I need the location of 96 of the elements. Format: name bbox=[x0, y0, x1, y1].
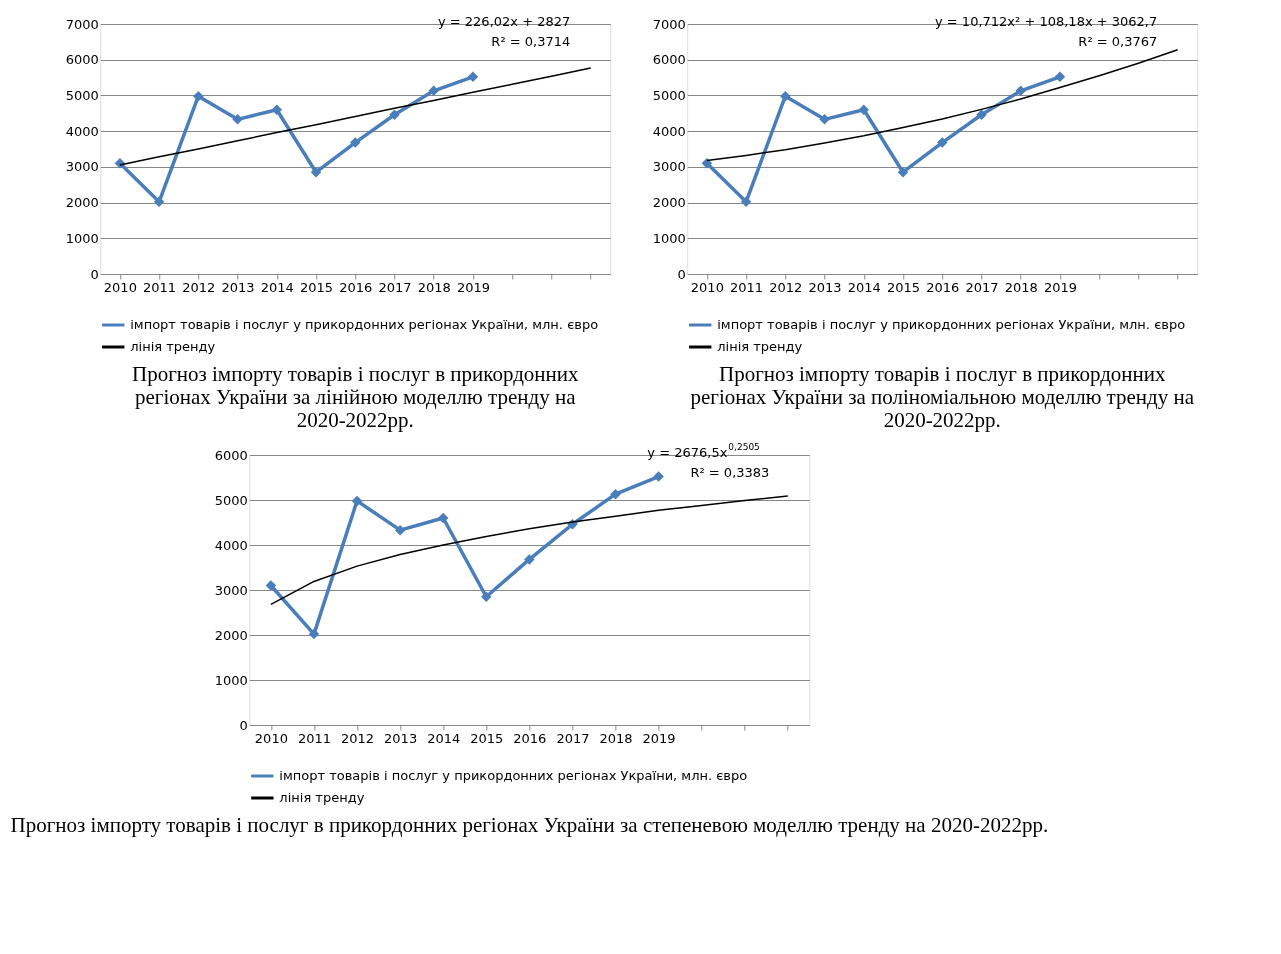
x-tick-label: 2011 bbox=[730, 279, 764, 295]
x-tick-label: 2015 bbox=[470, 730, 504, 746]
x-tick-label: 2013 bbox=[221, 279, 255, 295]
x-tick-label: 2019 bbox=[1043, 279, 1077, 295]
point bbox=[389, 109, 400, 120]
point bbox=[976, 109, 987, 120]
text: Прогноз імпорту товарів і послуг в прикордонних регіонах України за лінійною моделлю тренду на 2020-2022рр. bbox=[131, 362, 580, 432]
point bbox=[780, 90, 791, 102]
point bbox=[428, 85, 439, 97]
annotation: y = 10,712x² + 108,18x + 3062,7 bbox=[935, 14, 1158, 29]
y-tick-label: 0 bbox=[90, 266, 99, 282]
x-tick-label: 2010 bbox=[690, 279, 724, 295]
x-tick-label: 2012 bbox=[341, 730, 375, 746]
point bbox=[481, 591, 492, 602]
text: Прогноз імпорту товарів і послуг в прикордонних регіонах України за поліноміальною моделлю тренду на 2020-2022рр. bbox=[690, 362, 1195, 432]
point bbox=[524, 554, 535, 565]
point bbox=[350, 137, 361, 148]
annotation: R² = 0,3767 bbox=[1078, 34, 1158, 49]
x-tick-label: 2015 bbox=[886, 279, 921, 295]
y-tick-label: 2000 bbox=[214, 627, 248, 643]
x-tick-label: 2017 bbox=[378, 279, 412, 295]
x-tick-label: 2014 bbox=[427, 730, 461, 746]
legend-label: лінія тренду bbox=[717, 339, 803, 354]
x-tick-label: 2010 bbox=[103, 279, 137, 295]
text: Прогноз імпорту товарів і послуг в прикордонних регіонах України за степеневою моделлю тренду на 2020-2022рр. bbox=[10, 813, 1049, 837]
point bbox=[701, 158, 713, 169]
point bbox=[467, 71, 479, 83]
point bbox=[1015, 85, 1026, 97]
point bbox=[351, 495, 363, 507]
x-tick-label: 2013 bbox=[384, 730, 418, 746]
x-tick-label: 2017 bbox=[556, 730, 590, 746]
point bbox=[897, 166, 909, 178]
x-tick-label: 2014 bbox=[260, 279, 294, 295]
y-tick-label: 7000 bbox=[65, 16, 99, 32]
y-tick-label: 1000 bbox=[65, 230, 99, 246]
y-tick-label: 7000 bbox=[652, 16, 686, 32]
y-tick-label: 2000 bbox=[65, 195, 99, 211]
y-tick-label: 4000 bbox=[65, 123, 99, 139]
x-tick-label: 2019 bbox=[642, 730, 676, 746]
point bbox=[437, 512, 449, 524]
x-tick-label: 2011 bbox=[297, 730, 332, 746]
x-tick-label: 2015 bbox=[299, 279, 334, 295]
x-tick-label: 2019 bbox=[456, 279, 490, 295]
annotation: y = 226,02x + 2827 bbox=[437, 14, 571, 29]
x-tick-label: 2018 bbox=[1004, 279, 1038, 295]
point bbox=[1054, 71, 1066, 83]
y-tick-label: 3000 bbox=[65, 159, 99, 175]
point bbox=[394, 524, 406, 536]
point bbox=[271, 104, 283, 115]
point bbox=[937, 137, 948, 148]
y-tick-label: 2000 bbox=[652, 195, 686, 211]
legend-label: імпорт товарів і послуг у прикордонних регіонах України, млн. євро bbox=[279, 768, 748, 783]
point bbox=[308, 628, 320, 640]
point bbox=[265, 580, 277, 591]
x-tick-label: 2016 bbox=[339, 279, 373, 295]
y-tick-label: 3000 bbox=[652, 159, 686, 175]
point bbox=[153, 196, 165, 208]
point bbox=[740, 196, 752, 208]
y-tick-label: 6000 bbox=[652, 52, 686, 68]
y-tick-label: 1000 bbox=[652, 230, 686, 246]
y-tick-label: 5000 bbox=[65, 87, 99, 103]
point bbox=[819, 114, 830, 125]
legend-label: імпорт товарів і послуг у прикордонних регіонах України, млн. євро bbox=[717, 317, 1186, 332]
y-tick-label: 0 bbox=[677, 266, 686, 282]
y-tick-label: 1000 bbox=[214, 672, 248, 688]
x-tick-label: 2014 bbox=[847, 279, 881, 295]
legend-label: лінія тренду bbox=[279, 790, 365, 805]
y-tick-label: 0 bbox=[239, 717, 248, 733]
x-tick-label: 2018 bbox=[599, 730, 633, 746]
x-tick-label: 2016 bbox=[926, 279, 960, 295]
y-tick-label: 6000 bbox=[214, 447, 248, 463]
x-tick-label: 2013 bbox=[808, 279, 842, 295]
point bbox=[653, 471, 664, 482]
point bbox=[232, 114, 243, 125]
y-tick-label: 5000 bbox=[214, 492, 248, 508]
legend-label: лінія тренду bbox=[130, 339, 216, 354]
y-tick-label: 5000 bbox=[652, 87, 686, 103]
point bbox=[858, 104, 870, 115]
y-tick-label: 3000 bbox=[214, 582, 248, 598]
x-tick-label: 2017 bbox=[965, 279, 999, 295]
point bbox=[193, 90, 204, 102]
y-tick-label: 6000 bbox=[65, 52, 99, 68]
x-tick-label: 2010 bbox=[254, 730, 288, 746]
line-series bbox=[270, 495, 789, 606]
annotation: R² = 0,3383 bbox=[690, 465, 770, 480]
annotation: R² = 0,3714 bbox=[491, 34, 571, 49]
point bbox=[610, 488, 621, 500]
x-tick-label: 2016 bbox=[513, 730, 547, 746]
x-tick-label: 2012 bbox=[769, 279, 803, 295]
point bbox=[310, 166, 322, 178]
y-tick-label: 4000 bbox=[214, 537, 248, 553]
y-tick-label: 4000 bbox=[652, 123, 686, 139]
legend-label: імпорт товарів і послуг у прикордонних регіонах України, млн. євро bbox=[130, 317, 599, 332]
x-tick-label: 2011 bbox=[143, 279, 177, 295]
x-tick-label: 2012 bbox=[182, 279, 216, 295]
x-tick-label: 2018 bbox=[417, 279, 451, 295]
